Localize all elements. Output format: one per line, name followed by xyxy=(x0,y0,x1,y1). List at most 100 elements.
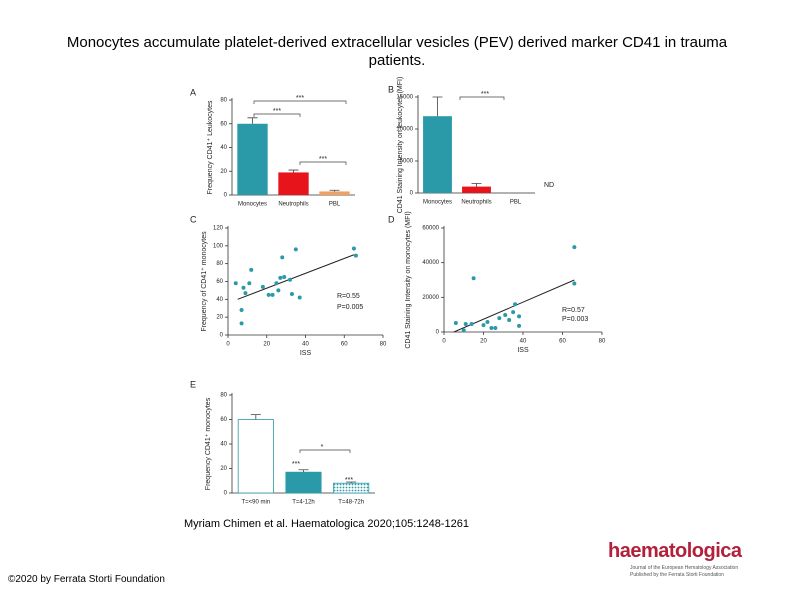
point xyxy=(266,292,271,297)
logo-subtitle: Published by the Ferrata Storti Foundati… xyxy=(630,572,724,578)
y-tick-label: 0 xyxy=(224,491,228,497)
y-tick-label: 20 xyxy=(220,466,227,472)
point xyxy=(278,275,283,280)
annotation: *** xyxy=(345,477,353,484)
x-tick-label: 0 xyxy=(226,342,230,348)
y-axis-label: Frequency of CD41⁺ monocytes xyxy=(201,231,208,332)
x-tick-label: 80 xyxy=(380,342,387,348)
point xyxy=(481,323,486,328)
error-bar xyxy=(346,481,357,484)
panel-label: A xyxy=(190,87,196,97)
y-tick-label: 0 xyxy=(436,330,440,336)
point xyxy=(282,275,287,280)
point xyxy=(288,277,292,282)
x-tick-label: Monocytes xyxy=(423,200,452,206)
x-tick-label: 60 xyxy=(559,339,566,345)
annotation: R=0.57 xyxy=(562,307,585,314)
y-tick-label: 0 xyxy=(220,333,224,339)
panel-label: E xyxy=(190,379,196,389)
point xyxy=(517,323,522,328)
bar xyxy=(278,172,309,195)
significance-bracket xyxy=(299,161,347,165)
bar xyxy=(237,419,274,494)
x-axis-label: ISS xyxy=(517,347,529,354)
y-tick-label: 60000 xyxy=(422,226,439,232)
annotation: ND xyxy=(544,182,554,189)
y-tick-label: 40 xyxy=(216,297,223,303)
x-tick-label: T=<90 min xyxy=(241,500,270,506)
y-tick-label: 40 xyxy=(220,442,227,448)
point xyxy=(289,291,294,296)
annotation: *** xyxy=(481,91,489,98)
annotation: R=0.55 xyxy=(337,293,360,300)
point xyxy=(274,281,279,286)
annotation: * xyxy=(321,444,324,451)
annotation: P=0.003 xyxy=(562,316,588,323)
x-tick-label: 40 xyxy=(520,339,527,345)
annotation: *** xyxy=(273,108,281,115)
annotation: *** xyxy=(319,156,327,163)
y-tick-label: 10000 xyxy=(396,127,413,133)
logo-subtitle: Journal of the European Hematology Assoc… xyxy=(630,565,739,571)
point xyxy=(280,255,285,260)
x-tick-label: PBL xyxy=(510,200,522,206)
x-tick-label: 60 xyxy=(341,342,348,348)
y-tick-label: 15000 xyxy=(396,95,413,101)
y-tick-label: 20000 xyxy=(422,295,439,301)
x-tick-label: Neutrophils xyxy=(278,202,308,208)
point xyxy=(276,288,281,293)
bar xyxy=(237,123,268,195)
x-tick-label: 20 xyxy=(263,342,270,348)
y-tick-label: 120 xyxy=(213,226,224,232)
bar xyxy=(285,471,322,494)
y-tick-label: 80 xyxy=(220,98,227,104)
point xyxy=(511,310,516,315)
x-axis-label: ISS xyxy=(300,350,312,357)
y-axis-label: CD41 Staining Intensity on monocytes (MF… xyxy=(405,211,412,348)
point xyxy=(461,328,466,333)
significance-bracket xyxy=(253,100,347,104)
point xyxy=(517,314,522,319)
x-tick-label: 80 xyxy=(599,339,606,345)
point xyxy=(351,246,356,251)
citation: Myriam Chimen et al. Haematologica 2020;… xyxy=(184,518,469,530)
y-tick-label: 0 xyxy=(410,191,414,197)
x-tick-label: T=4-12h xyxy=(292,500,315,506)
point xyxy=(293,247,298,252)
point xyxy=(489,326,494,331)
error-bar xyxy=(247,117,258,124)
y-tick-label: 80 xyxy=(220,393,227,399)
point xyxy=(233,281,238,286)
point xyxy=(239,321,244,326)
copyright: ©2020 by Ferrata Storti Foundation xyxy=(8,574,165,585)
significance-bracket xyxy=(459,96,505,100)
y-tick-label: 60 xyxy=(220,121,227,127)
point xyxy=(493,326,498,331)
panel-label: D xyxy=(388,214,395,224)
y-tick-label: 0 xyxy=(224,193,228,199)
point xyxy=(453,320,458,325)
bar xyxy=(462,186,491,193)
bar xyxy=(319,191,350,195)
error-bar xyxy=(471,183,482,187)
error-bar xyxy=(298,469,309,473)
y-axis-label: Frequency CD41⁺ monocytes xyxy=(205,397,212,490)
y-tick-label: 100 xyxy=(213,243,224,249)
significance-bracket xyxy=(299,449,351,453)
error-bar xyxy=(329,189,340,192)
point xyxy=(297,295,302,300)
x-tick-label: Neutrophils xyxy=(461,200,491,206)
y-tick-label: 20 xyxy=(216,315,223,321)
y-tick-label: 60 xyxy=(220,417,227,423)
slide-title: Monocytes accumulate platelet-derived ex… xyxy=(66,34,728,69)
point xyxy=(249,267,254,272)
x-tick-label: T=48-72h xyxy=(338,500,364,506)
x-tick-label: PBL xyxy=(329,202,341,208)
bar xyxy=(333,482,370,494)
annotation: P=0.005 xyxy=(337,304,363,311)
trendline xyxy=(237,254,355,300)
panel-label: B xyxy=(388,84,394,94)
error-bar xyxy=(288,169,299,173)
point xyxy=(497,316,502,321)
